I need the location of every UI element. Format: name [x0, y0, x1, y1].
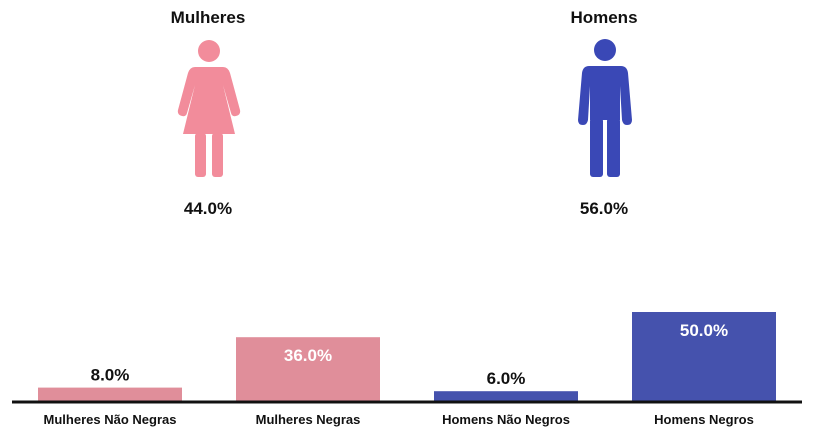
bar-value-label-mulheres-nao-negras: 8.0%: [91, 366, 130, 385]
category-label-mulheres-nao-negras: Mulheres Não Negras: [44, 412, 177, 427]
bar-mulheres-negras: [236, 337, 380, 402]
bar-value-label-homens-negros: 50.0%: [680, 321, 728, 340]
category-label-mulheres-negras: Mulheres Negras: [256, 412, 361, 427]
group-percent-mulheres: 44.0%: [183, 199, 233, 218]
bar-chart: 8.0% Mulheres Não Negras 36.0% Mulheres Neg…: [12, 312, 802, 427]
group-title-homens: Homens: [570, 8, 638, 27]
man-icon: [578, 39, 632, 177]
bar-value-label-mulheres-negras: 36.0%: [284, 346, 332, 365]
bar-homens-nao-negros: [434, 391, 578, 402]
woman-icon: [177, 40, 241, 177]
category-label-homens-negros: Homens Negros: [654, 412, 754, 427]
group-percent-homens: 56.0%: [579, 199, 629, 218]
group-title-mulheres: Mulheres: [170, 8, 246, 27]
category-label-homens-nao-negros: Homens Não Negros: [442, 412, 570, 427]
bar-mulheres-nao-negras: [38, 387, 182, 402]
bar-homens-negros: [632, 312, 776, 402]
bar-value-label-homens-nao-negros: 6.0%: [487, 369, 526, 388]
